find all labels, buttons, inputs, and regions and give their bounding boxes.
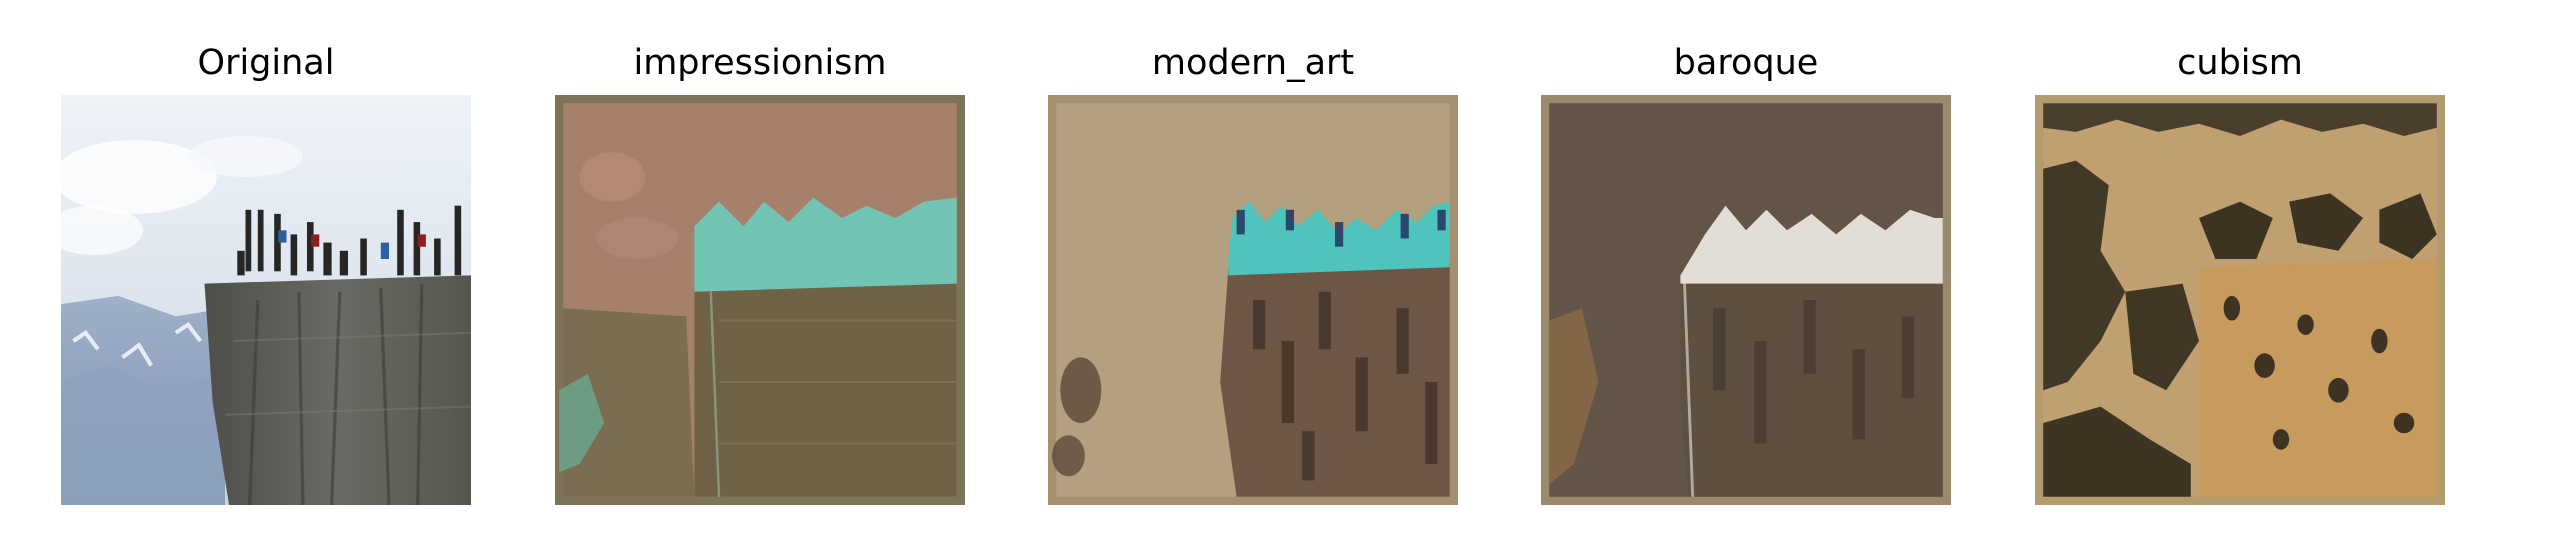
stylized-image-cubism	[2035, 95, 2445, 505]
panel-title: modern_art	[1151, 43, 1355, 83]
panel-modern-art: modern_art	[1048, 0, 1458, 552]
panel-title: Original	[197, 43, 335, 83]
stylized-image-modern-art	[1048, 95, 1458, 505]
stylized-image-baroque	[1541, 95, 1951, 505]
panel-cubism: cubism	[2035, 0, 2445, 552]
panel-baroque: baroque	[1541, 0, 1951, 552]
panel-impressionism: impressionism	[555, 0, 965, 552]
panel-title: impressionism	[633, 43, 887, 83]
panel-original: Original	[61, 0, 471, 552]
panel-title: cubism	[2177, 43, 2303, 83]
panel-title: baroque	[1673, 43, 1819, 83]
original-photo	[61, 95, 471, 505]
stylized-image-impressionism	[555, 95, 965, 505]
